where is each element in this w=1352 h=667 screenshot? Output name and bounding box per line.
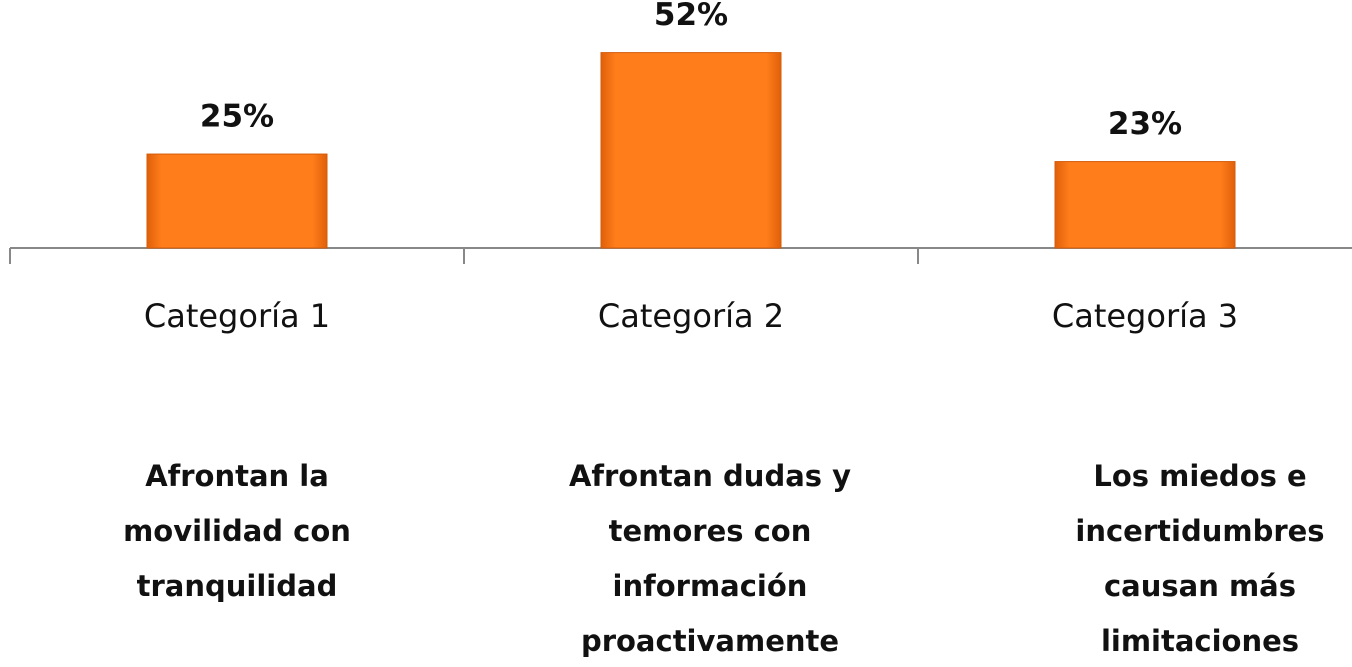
annotation: información	[613, 569, 808, 603]
value-label: 52%	[654, 0, 728, 33]
annotation: proactivamente	[581, 624, 839, 658]
annotation: Afrontan la	[145, 459, 329, 493]
value-label: 25%	[200, 99, 274, 135]
x-tick-label: Categoría 3	[1052, 297, 1238, 335]
annotation: movilidad con	[123, 514, 351, 548]
bar	[1054, 161, 1236, 249]
annotation: causan más	[1104, 569, 1296, 603]
bar	[146, 153, 328, 249]
annotation: limitaciones	[1101, 624, 1299, 658]
annotation: temores con	[609, 514, 812, 548]
value-label: 23%	[1108, 106, 1182, 142]
x-tick-label: Categoría 2	[598, 297, 784, 335]
annotation: tranquilidad	[137, 569, 338, 603]
annotation: incertidumbres	[1075, 514, 1324, 548]
annotation: Los miedos e	[1093, 459, 1306, 493]
annotation: Afrontan dudas y	[569, 459, 851, 493]
x-tick-label: Categoría 1	[144, 297, 330, 335]
bar	[600, 52, 782, 249]
